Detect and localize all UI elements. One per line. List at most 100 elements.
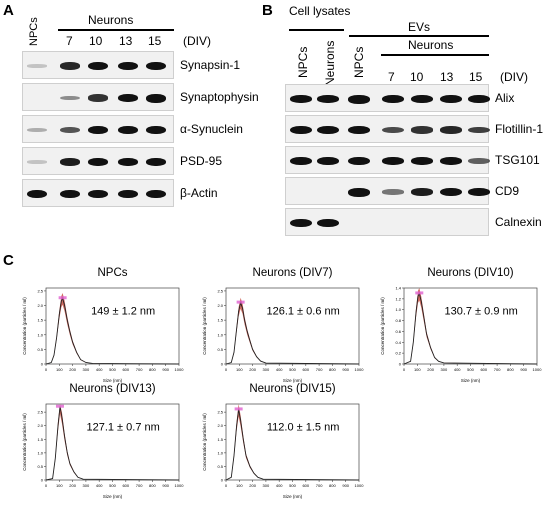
nta-ytick-label: 1.2 xyxy=(395,296,401,301)
panel-a-letter: A xyxy=(3,2,14,19)
panel-b-letter: B xyxy=(262,2,273,19)
nta-ylabel: Concentration (particles / ml) xyxy=(202,413,207,471)
nta-xtick-label: 1000 xyxy=(355,367,365,372)
nta-ytick-label: 2.0 xyxy=(217,303,223,308)
panel-b-day-1: 7 xyxy=(388,70,395,84)
nta-xtick-label: 800 xyxy=(149,483,156,488)
nta-ytick-label: 1.5 xyxy=(217,318,223,323)
nta-xtick-label: 500 xyxy=(289,483,296,488)
panel-b-day-4: 15 xyxy=(469,70,483,84)
nta-xtick-label: 200 xyxy=(427,367,434,372)
nta-ytick-label: 0.6 xyxy=(395,329,401,334)
panel-b-band xyxy=(348,187,370,197)
panel-a-row-label: Synapsin-1 xyxy=(180,58,241,72)
nta-xtick-label: 600 xyxy=(122,483,129,488)
nta-xtick-label: 700 xyxy=(316,483,323,488)
nta-xtick-label: 700 xyxy=(136,367,143,372)
nta-xtick-label: 500 xyxy=(109,367,116,372)
panel-a-band xyxy=(27,64,47,68)
nta-xtick-label: 100 xyxy=(236,483,243,488)
nta-xtick-label: 900 xyxy=(342,483,349,488)
nta-plot-frame xyxy=(225,403,360,481)
nta-plot-title: NPCs xyxy=(97,267,127,279)
panel-b-band xyxy=(440,94,462,104)
nta-ytick-label: 2.0 xyxy=(37,303,43,308)
panel-a-band xyxy=(118,189,138,199)
nta-series-line xyxy=(403,292,538,365)
panel-a-band xyxy=(27,128,47,132)
nta-ylabel: Concentration (particles / ml) xyxy=(22,297,27,355)
nta-plot-title: Neurons (DIV13) xyxy=(69,383,155,395)
nta-ylabel: Concentration (particles / ml) xyxy=(22,413,27,471)
panel-a-blot-5 xyxy=(22,179,174,207)
nta-ytick-label: 1.0 xyxy=(395,307,401,312)
nta-ytick-label: 0 xyxy=(41,362,44,367)
nta-xtick-label: 0 xyxy=(225,367,228,372)
nta-ytick-label: 0 xyxy=(41,478,44,483)
nta-plot-title: Neurons (DIV10) xyxy=(427,267,513,279)
nta-peak-marker xyxy=(58,296,67,300)
nta-error-band xyxy=(226,297,359,364)
panel-a-band xyxy=(118,93,138,103)
panel-b-lane-neurons: Neurons xyxy=(323,40,337,86)
nta-xtick-label: 0 xyxy=(403,367,406,372)
nta-plot-5: Neurons (DIV15) 0 0.5 1.0 1.5 2.0 2.5 0 100 200 30… xyxy=(202,383,364,499)
panel-b-band xyxy=(348,156,370,166)
nta-xtick-label: 300 xyxy=(441,367,448,372)
panel-a-band xyxy=(146,157,166,167)
nta-xtick-label: 400 xyxy=(276,483,283,488)
panel-a-row-label: PSD-95 xyxy=(180,154,223,168)
panel-a-band xyxy=(146,125,166,135)
panel-b-band xyxy=(290,156,312,166)
panel-a-band xyxy=(146,189,166,199)
nta-xtick-label: 900 xyxy=(342,367,349,372)
nta-xtick-label: 200 xyxy=(69,483,76,488)
nta-ytick-label: 1.4 xyxy=(395,286,401,291)
panel-b-neurons-line xyxy=(381,54,489,56)
panel-b-row-label: TSG101 xyxy=(495,153,540,167)
nta-ylabel: Concentration (particles / ml) xyxy=(202,297,207,355)
nta-peak-marker xyxy=(55,404,64,408)
nta-ytick-label: 1.0 xyxy=(217,450,223,455)
panel-b-lane-npcs: NPCs xyxy=(296,46,310,78)
nta-size-annotation: 126.1 ± 0.6 nm xyxy=(266,306,339,318)
panel-b-band xyxy=(440,187,462,197)
panel-a-band xyxy=(146,93,166,103)
nta-xtick-label: 200 xyxy=(249,367,256,372)
nta-xtick-label: 100 xyxy=(56,367,63,372)
nta-ytick-label: 1.0 xyxy=(37,450,43,455)
panel-b-band xyxy=(468,126,490,134)
nta-xtick-label: 0 xyxy=(45,367,48,372)
nta-xtick-label: 600 xyxy=(480,367,487,372)
nta-ytick-label: 2.5 xyxy=(37,288,43,293)
nta-xtick-label: 800 xyxy=(329,483,336,488)
panel-a-band xyxy=(60,189,80,199)
nta-xtick-label: 300 xyxy=(263,483,270,488)
panel-b-band xyxy=(382,156,404,166)
nta-error-band xyxy=(46,293,179,364)
panel-b-band xyxy=(317,156,339,166)
nta-size-annotation: 127.1 ± 0.7 nm xyxy=(86,422,159,434)
panel-b-band xyxy=(382,94,404,104)
nta-error-band xyxy=(226,404,359,480)
nta-plot-frame xyxy=(403,287,538,365)
nta-xtick-label: 400 xyxy=(276,367,283,372)
nta-ytick-label: 0.4 xyxy=(395,340,401,345)
panel-b-band xyxy=(382,189,404,195)
panel-b-cell-lysates-line xyxy=(289,29,344,31)
panel-a-npcs-header: NPCs xyxy=(28,17,40,46)
panel-a-band xyxy=(118,61,138,71)
panel-a-row-label: α-Synuclein xyxy=(180,122,243,136)
nta-xtick-label: 400 xyxy=(454,367,461,372)
panel-a-div-label: (DIV) xyxy=(183,34,211,48)
panel-b-band xyxy=(290,94,312,104)
panel-b-band xyxy=(468,187,490,197)
nta-plot-1: NPCs 0 0.5 1.0 1.5 2.0 2.5 0 100 200 300 400 500 600 7… xyxy=(22,267,185,383)
nta-xtick-label: 300 xyxy=(83,483,90,488)
nta-ytick-label: 1.5 xyxy=(37,318,43,323)
nta-xtick-label: 1000 xyxy=(175,367,185,372)
panel-a-band xyxy=(88,189,108,199)
nta-xtick-label: 400 xyxy=(96,367,103,372)
nta-error-band xyxy=(404,288,537,364)
panel-b-band xyxy=(468,158,490,164)
